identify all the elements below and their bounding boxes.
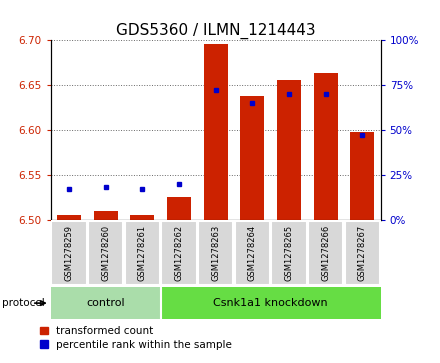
Title: GDS5360 / ILMN_1214443: GDS5360 / ILMN_1214443 (116, 23, 315, 38)
Text: GSM1278260: GSM1278260 (101, 225, 110, 281)
Bar (161, 287, 381, 319)
Text: GSM1278264: GSM1278264 (248, 225, 257, 281)
Text: protocol: protocol (2, 298, 45, 308)
Text: GSM1278265: GSM1278265 (284, 225, 293, 281)
Text: GSM1278261: GSM1278261 (138, 225, 147, 281)
Bar (204, 44, 227, 220)
Text: GSM1278266: GSM1278266 (321, 225, 330, 281)
Bar (314, 73, 337, 220)
Text: GSM1278259: GSM1278259 (64, 225, 73, 281)
Text: GSM1278263: GSM1278263 (211, 225, 220, 281)
Bar (130, 215, 154, 220)
Bar (277, 80, 301, 220)
Bar (350, 131, 374, 220)
FancyBboxPatch shape (308, 221, 343, 285)
Text: control: control (86, 298, 125, 308)
Text: Csnk1a1 knockdown: Csnk1a1 knockdown (213, 298, 328, 308)
FancyBboxPatch shape (235, 221, 270, 285)
Bar (51, 287, 161, 319)
Text: GSM1278262: GSM1278262 (174, 225, 183, 281)
FancyBboxPatch shape (88, 221, 123, 285)
FancyBboxPatch shape (125, 221, 160, 285)
Bar (94, 211, 117, 220)
FancyBboxPatch shape (271, 221, 307, 285)
Legend: transformed count, percentile rank within the sample: transformed count, percentile rank withi… (40, 326, 232, 350)
FancyBboxPatch shape (161, 221, 197, 285)
Text: GSM1278267: GSM1278267 (358, 225, 367, 281)
Bar (167, 197, 191, 220)
Bar (240, 95, 264, 220)
Bar (57, 215, 81, 220)
FancyBboxPatch shape (198, 221, 233, 285)
FancyBboxPatch shape (345, 221, 380, 285)
FancyBboxPatch shape (51, 221, 87, 285)
